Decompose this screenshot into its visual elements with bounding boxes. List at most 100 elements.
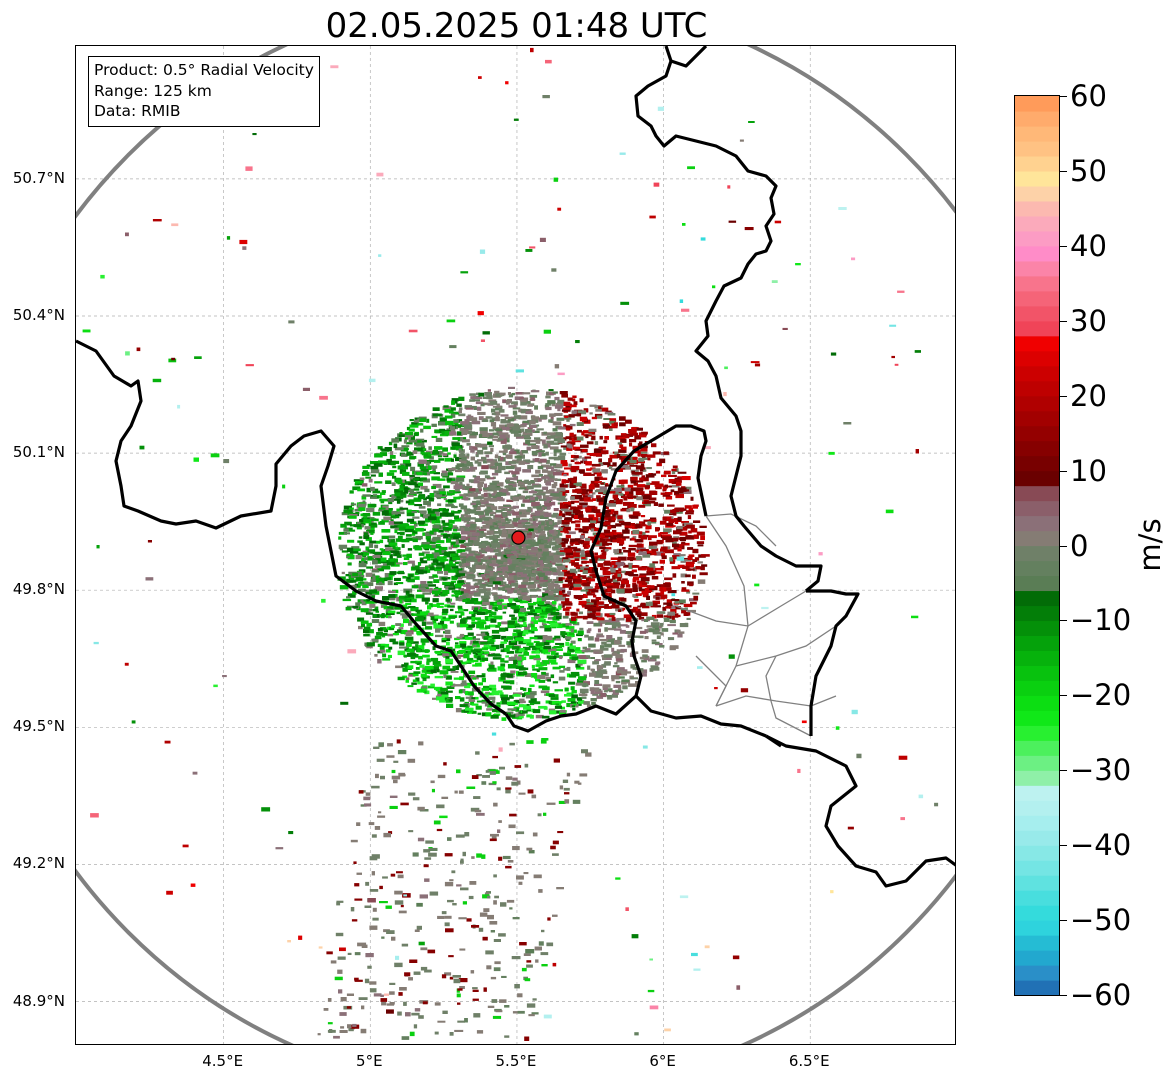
echo-pixel: [488, 445, 494, 448]
echo-pixel: [648, 519, 657, 522]
echo-pixel: [436, 562, 445, 566]
echo-pixel: [344, 521, 352, 525]
echo-pixel: [481, 657, 489, 661]
echo-pixel: [556, 469, 561, 474]
echo-pixel: [490, 715, 499, 719]
echo-pixel: [530, 522, 535, 525]
echo-pixel: [385, 547, 394, 552]
echo-pixel: [547, 616, 557, 620]
echo-pixel: [565, 623, 572, 626]
echo-pixel: [421, 448, 426, 451]
echo-pixel: [350, 575, 360, 578]
echo-pixel: [448, 560, 453, 565]
echo-pixel: [558, 587, 566, 591]
echo-pixel: [457, 660, 463, 663]
echo-pixel: [660, 594, 668, 599]
echo-pixel: [569, 432, 574, 437]
echo-pixel: [658, 532, 662, 537]
echo-pixel: [548, 708, 556, 712]
echo-pixel: [487, 580, 497, 585]
echo-pixel: [663, 587, 672, 591]
radar-map[interactable]: [75, 45, 956, 1045]
echo-pixel: [564, 417, 572, 420]
echo-pixel: [541, 597, 547, 602]
echo-pixel: [509, 714, 516, 718]
echo-pixel: [516, 436, 524, 439]
echo-pixel: [512, 694, 521, 697]
echo-pixel: [366, 642, 375, 647]
echo-pixel: [549, 463, 556, 466]
echo-pixel: [471, 703, 479, 706]
echo-pixel: [392, 465, 397, 469]
echo-pixel: [369, 540, 377, 544]
echo-pixel: [496, 432, 503, 436]
echo-pixel: [515, 637, 524, 642]
echo-pixel: [572, 574, 576, 577]
echo-pixel: [468, 670, 476, 675]
echo-pixel: [663, 615, 671, 618]
echo-pixel: [590, 520, 597, 524]
echo-pixel: [601, 664, 607, 668]
echo-pixel: [379, 498, 389, 502]
echo-pixel: [501, 522, 509, 525]
echo-pixel: [427, 510, 435, 514]
echo-pixel: [394, 606, 403, 610]
echo-pixel: [654, 551, 664, 556]
echo-pixel: [424, 586, 429, 590]
echo-pixel: [394, 527, 399, 530]
echo-pixel: [386, 508, 393, 511]
echo-pixel: [502, 491, 507, 496]
echo-pixel: [484, 392, 492, 396]
echo-pixel: [567, 545, 571, 549]
echo-pixel: [535, 469, 541, 474]
echo-pixel: [504, 647, 510, 652]
echo-pixel: [525, 509, 531, 514]
echo-pixel: [636, 496, 643, 501]
echo-pixel: [486, 460, 496, 463]
echo-pixel: [400, 463, 407, 466]
echo-pixel: [606, 635, 613, 639]
echo-pixel: [554, 432, 563, 437]
echo-pixel: [458, 503, 464, 507]
echo-pixel: [484, 402, 493, 406]
echo-pixel: [459, 453, 466, 456]
echo-pixel: [514, 623, 520, 627]
echo-pixel: [529, 714, 534, 719]
echo-pixel: [437, 478, 446, 481]
echo-pixel: [536, 567, 543, 572]
echo-pixel: [672, 632, 679, 635]
echo-pixel: [402, 481, 412, 485]
echo-pixel: [408, 493, 417, 496]
echo-pixel: [357, 571, 362, 575]
echo-pixel: [477, 712, 482, 715]
echo-pixel: [494, 514, 503, 518]
echo-pixel: [390, 515, 400, 519]
echo-pixel: [447, 569, 457, 573]
echo-pixel: [576, 422, 584, 426]
echo-pixel: [634, 435, 642, 440]
echo-pixel: [581, 519, 589, 523]
echo-pixel: [431, 511, 440, 516]
echo-pixel: [545, 640, 555, 643]
echo-pixel: [483, 460, 488, 464]
echo-pixel: [378, 472, 383, 477]
echo-pixel: [420, 560, 428, 564]
echo-pixel: [501, 563, 507, 568]
map-canvas[interactable]: [76, 46, 956, 1045]
echo-pixel: [623, 564, 629, 568]
echo-pixel: [602, 495, 606, 499]
echo-pixel: [583, 701, 590, 705]
echo-pixel: [577, 615, 583, 619]
echo-pixel: [617, 515, 623, 520]
echo-pixel: [615, 467, 623, 472]
echo-pixel: [639, 573, 648, 576]
echo-pixel: [573, 515, 583, 520]
echo-pixel: [641, 612, 648, 617]
echo-pixel: [430, 666, 439, 671]
echo-pixel: [463, 653, 470, 659]
echo-pixel: [371, 595, 375, 598]
echo-pixel: [656, 584, 663, 587]
echo-pixel: [445, 681, 453, 686]
echo-pixel: [650, 517, 657, 521]
echo-pixel: [580, 498, 585, 502]
